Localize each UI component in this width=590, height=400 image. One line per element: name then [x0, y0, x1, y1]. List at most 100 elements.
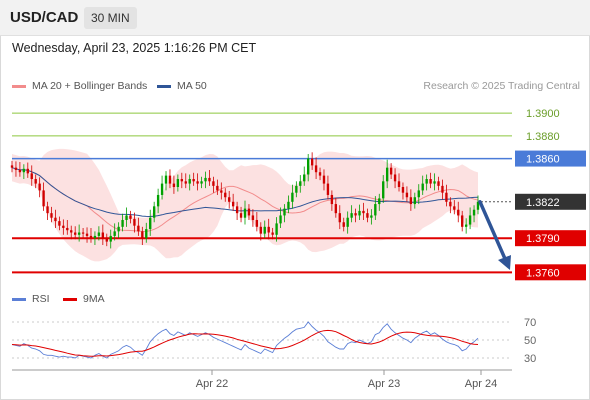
last-price-tag	[515, 193, 586, 210]
legend-ma20: MA 20 + Bollinger Bands	[12, 80, 147, 92]
candle-body	[125, 215, 128, 220]
candle-body	[168, 175, 172, 184]
candle-body	[192, 179, 195, 182]
candle-body	[38, 183, 41, 191]
last-price-label: 1.3822	[526, 197, 560, 209]
candle-body	[129, 215, 132, 219]
candle-body	[307, 158, 310, 175]
candle-body	[409, 197, 413, 205]
candle-body	[342, 222, 345, 227]
9ma-swatch	[63, 297, 77, 301]
candle-body	[18, 169, 22, 173]
candle-body	[389, 167, 393, 175]
target-label-1: 1.3880	[526, 131, 560, 143]
resistance-label-2: 1.3860	[526, 154, 560, 166]
x-tick-label-1: Apr 23	[368, 378, 400, 390]
candle-body	[461, 215, 464, 227]
candle-body	[160, 183, 164, 195]
candle-body	[113, 231, 116, 236]
candle-body	[267, 226, 270, 233]
candle-body	[188, 179, 191, 184]
candle-body	[338, 213, 341, 223]
legend-rsi-label: RSI	[32, 293, 50, 305]
candle-body	[50, 213, 53, 218]
rsi-9ma-line	[11, 329, 479, 357]
candle-body	[149, 217, 152, 230]
pair-title: USD/CAD	[10, 9, 79, 26]
rsi-line	[11, 321, 479, 359]
candle-body	[62, 225, 65, 228]
ma20-swatch	[12, 84, 26, 88]
candle-body	[70, 230, 73, 233]
candle-body	[358, 210, 361, 216]
candle-body	[445, 192, 448, 202]
candle-body	[303, 174, 306, 182]
candle-body	[22, 168, 26, 173]
candle-body	[259, 226, 262, 234]
legend-ma50: MA 50	[157, 80, 207, 92]
candle-body	[326, 183, 330, 195]
candle-body	[212, 181, 215, 186]
candle-body	[133, 218, 136, 226]
candle-body	[14, 167, 18, 170]
candle-body	[330, 194, 334, 205]
legend-ma20-label: MA 20 + Bollinger Bands	[32, 80, 148, 92]
support-label-5: 1.3760	[526, 267, 560, 279]
candle-body	[362, 210, 365, 214]
candle-body	[196, 181, 199, 184]
candle-body	[66, 227, 69, 231]
x-tick-label-2: Apr 24	[465, 378, 497, 390]
rsi-tick-70: 70	[524, 317, 536, 329]
candle-body	[46, 206, 49, 214]
candle-body	[58, 221, 61, 226]
candle-body	[354, 213, 357, 216]
candle-body	[283, 208, 286, 216]
forecast-arrow-head	[498, 255, 511, 271]
candle-body	[468, 215, 472, 225]
candle-body	[476, 201, 480, 210]
candle-body	[334, 204, 338, 214]
target-label-0: 1.3900	[526, 108, 560, 120]
candle-body	[93, 235, 97, 239]
candle-body	[141, 231, 144, 239]
candle-body	[287, 201, 290, 209]
candle-body	[299, 181, 302, 186]
candle-body	[271, 232, 274, 235]
candle-body	[441, 185, 444, 193]
candle-body	[204, 177, 207, 182]
candle-body	[374, 204, 377, 216]
candle-body	[275, 223, 278, 235]
candle-body	[26, 168, 29, 174]
candle-body	[224, 192, 227, 198]
candle-body	[251, 215, 255, 220]
candle-body	[109, 235, 112, 242]
candle-body	[295, 185, 298, 193]
chart-header: USD/CAD 30 MIN	[0, 0, 590, 36]
candle-body	[77, 232, 81, 235]
candle-body	[172, 183, 176, 187]
candle-body	[220, 190, 223, 193]
rsi-tick-50: 50	[524, 335, 536, 347]
candle-body	[156, 194, 160, 207]
timeframe-button[interactable]: 30 MIN	[84, 7, 137, 29]
candle-body	[235, 206, 239, 214]
candle-body	[310, 158, 314, 166]
candle-body	[370, 215, 373, 218]
support-tag-4	[515, 230, 586, 247]
candle-body	[382, 181, 385, 199]
candle-body	[85, 233, 89, 236]
candle-body	[405, 192, 409, 198]
candle-body	[164, 175, 168, 184]
candle-body	[184, 181, 187, 184]
candle-body	[105, 238, 108, 242]
candle-body	[247, 208, 251, 216]
legend-rsi: RSI	[12, 293, 50, 305]
x-tick-label-0: Apr 22	[196, 378, 228, 390]
candle-body	[429, 179, 432, 184]
candle-body	[279, 215, 282, 224]
candle-body	[176, 179, 180, 187]
legend-ma50-label: MA 50	[177, 80, 207, 92]
rsi-tick-30: 30	[524, 353, 536, 365]
candle-body	[314, 165, 318, 173]
